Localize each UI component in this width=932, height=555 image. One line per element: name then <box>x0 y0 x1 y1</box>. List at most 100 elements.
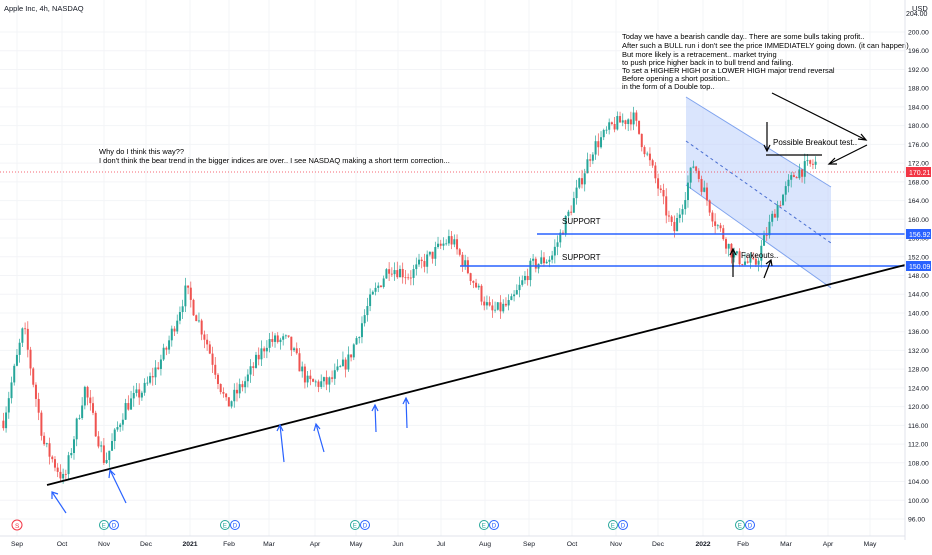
candle-body <box>154 367 157 378</box>
candle-body <box>640 133 643 148</box>
candle-body <box>176 320 179 332</box>
candle-body <box>727 243 730 249</box>
channel-upper-line[interactable] <box>685 96 832 188</box>
candle-body <box>768 221 771 236</box>
candle-body <box>548 259 551 262</box>
candle-body <box>369 294 372 307</box>
candle-body <box>116 427 119 430</box>
candle-body <box>488 302 491 306</box>
candle-body <box>811 163 814 165</box>
candle-body <box>48 443 51 457</box>
price-tick-label: 196.00 <box>908 48 929 55</box>
candle-body <box>355 338 358 345</box>
candle-body <box>724 239 727 249</box>
candle-body <box>801 169 804 177</box>
candle-body <box>53 459 56 468</box>
dividend-marker[interactable]: D <box>618 520 628 530</box>
price-tick-label: 192.00 <box>908 67 929 74</box>
candle-body <box>331 377 334 379</box>
candle-body <box>173 328 176 332</box>
candle-body <box>252 366 255 368</box>
candle-body <box>105 459 108 463</box>
candle-body <box>784 186 787 195</box>
candle-body <box>542 257 545 264</box>
svg-text:D: D <box>112 523 117 530</box>
time-tick-label: Oct <box>567 541 578 548</box>
svg-text:D: D <box>233 523 238 530</box>
earnings-marker[interactable]: E <box>608 520 618 530</box>
svg-text:D: D <box>492 523 497 530</box>
earnings-marker[interactable]: E <box>220 520 230 530</box>
candle-body <box>684 200 687 210</box>
earnings-marker[interactable]: E <box>99 520 109 530</box>
candle-body <box>749 257 752 263</box>
candle-body <box>162 347 165 360</box>
candle-body <box>480 285 483 302</box>
candle-body <box>168 340 171 350</box>
earnings-marker[interactable]: E <box>350 520 360 530</box>
candle-body <box>567 211 570 217</box>
svg-text:E: E <box>738 523 742 530</box>
price-tick-label: 100.00 <box>908 498 929 505</box>
candle-body <box>246 374 249 382</box>
candlestick-series <box>2 106 817 484</box>
candle-body <box>18 342 21 355</box>
candle-body <box>244 381 247 388</box>
long-term-trendline[interactable] <box>46 264 906 486</box>
dividend-marker[interactable]: D <box>230 520 240 530</box>
candle-body <box>426 254 429 267</box>
blue-arrow-icon <box>313 422 325 453</box>
price-label-level-low-text: 150.09 <box>909 264 931 271</box>
candle-body <box>752 257 755 259</box>
dividend-marker[interactable]: D <box>360 520 370 530</box>
candle-body <box>776 204 779 218</box>
black-arrow-icon <box>763 258 773 279</box>
candle-body <box>7 398 10 413</box>
candle-body <box>610 122 613 125</box>
candle-body <box>344 359 347 370</box>
candle-body <box>159 359 162 369</box>
time-tick-label: Dec <box>140 541 153 548</box>
candle-body <box>540 257 543 264</box>
candle-body <box>75 418 78 440</box>
top-note-line: Before opening a short position.. <box>622 74 730 83</box>
candle-body <box>230 401 233 407</box>
candle-body <box>314 381 317 383</box>
candle-body <box>445 243 448 245</box>
candle-body <box>347 354 350 370</box>
candle-body <box>388 269 391 274</box>
candle-body <box>366 306 369 316</box>
price-tick-label: 200.00 <box>908 30 929 37</box>
candle-body <box>412 269 415 278</box>
candle-body <box>673 221 676 232</box>
dividend-marker[interactable]: D <box>489 520 499 530</box>
dividend-marker[interactable]: D <box>745 520 755 530</box>
currency-label: USD <box>912 4 928 13</box>
symbol-title: Apple Inc, 4h, NASDAQ <box>4 4 84 13</box>
candle-body <box>241 384 244 388</box>
candle-body <box>89 397 92 404</box>
price-axis[interactable]: 96.00 100.00 104.00 108.00 112.00 116.00 120.0… <box>904 0 931 540</box>
candle-body <box>100 445 103 447</box>
candle-body <box>265 347 268 352</box>
candle-body <box>59 471 62 479</box>
blue-arrow-icon <box>51 491 67 514</box>
candle-body <box>333 370 336 379</box>
earnings-marker[interactable]: E <box>479 520 489 530</box>
time-axis[interactable]: Sep Oct Nov Dec 2021 Feb Mar Apr May Jun Jul Aug Sep… <box>0 535 905 548</box>
blue-arrow-icon <box>276 423 285 463</box>
price-tick-label: 148.00 <box>908 273 929 280</box>
time-tick-label: Jun <box>393 541 404 548</box>
dividend-marker[interactable]: D <box>109 520 119 530</box>
earnings-marker[interactable]: E <box>735 520 745 530</box>
candle-body <box>521 280 524 285</box>
candle-body <box>271 339 274 342</box>
split-marker[interactable]: S <box>11 519 23 531</box>
candle-body <box>43 435 46 445</box>
candle-body <box>814 161 817 165</box>
candle-body <box>510 296 513 301</box>
support-levels[interactable] <box>0 171 905 267</box>
candle-body <box>352 344 355 358</box>
